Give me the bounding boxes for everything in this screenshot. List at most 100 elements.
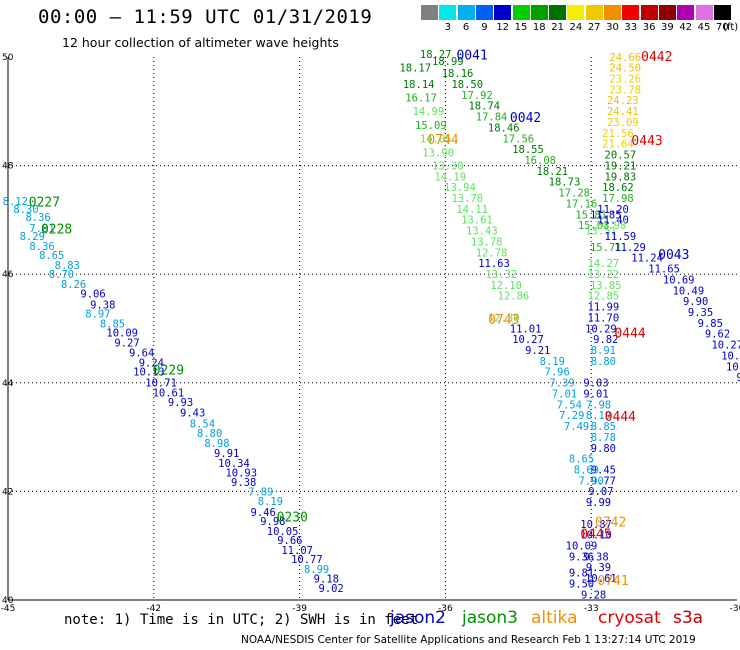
wave-height-value: 19.83 bbox=[605, 171, 637, 183]
page-subtitle: 12 hour collection of altimeter wave hei… bbox=[62, 35, 339, 50]
wave-height-value: 7.54 bbox=[557, 399, 582, 411]
track-time-label: 0043 bbox=[658, 248, 689, 263]
wave-height-value: 9.50 bbox=[569, 579, 594, 591]
wave-height-value: 7.81 bbox=[29, 223, 54, 235]
wave-height-value: 14.27 bbox=[588, 258, 620, 270]
wave-height-value: 13.43 bbox=[466, 226, 498, 238]
x-tick-label: -45 bbox=[1, 604, 16, 614]
wave-height-value: 11.65 bbox=[648, 264, 680, 276]
legend-swatch bbox=[695, 5, 713, 20]
wave-height-value: 23.78 bbox=[609, 84, 641, 96]
wave-height-value: 9.38 bbox=[90, 299, 115, 311]
track-time-label: 0445 bbox=[580, 528, 611, 543]
wave-height-value: 9.80 bbox=[591, 443, 616, 455]
wave-height-value: 15.09 bbox=[415, 120, 447, 132]
wave-height-value: 14.11 bbox=[456, 204, 488, 216]
wave-height-value: 9.66 bbox=[277, 535, 302, 547]
wave-height-value: 9.81 bbox=[569, 568, 594, 580]
wave-height-value: 9.46 bbox=[251, 507, 276, 519]
wave-height-value: 11.85 bbox=[590, 209, 622, 221]
wave-height-value: 10.10 bbox=[580, 530, 612, 542]
wave-height-value: 9.98 bbox=[260, 516, 285, 528]
wave-height-value: 23.09 bbox=[607, 117, 639, 129]
wave-height-value: 7.90 bbox=[579, 475, 604, 487]
wave-height-value: 8.91 bbox=[591, 345, 616, 357]
wave-height-value: 18.73 bbox=[549, 177, 581, 189]
wave-height-value: 11.70 bbox=[588, 312, 620, 324]
footer-note: note: 1) Time is in UTC; 2) SWH is in fe… bbox=[64, 612, 419, 628]
legend-tick-label: 42 bbox=[679, 22, 693, 33]
legend-tick-label: 24 bbox=[569, 22, 583, 33]
wave-height-value: 10.93 bbox=[225, 468, 257, 480]
wave-height-value: 9.62 bbox=[705, 329, 730, 341]
wave-height-value: 13.78 bbox=[471, 236, 503, 248]
wave-height-value: 11.29 bbox=[614, 242, 646, 254]
wave-height-value: 8.70 bbox=[49, 269, 74, 281]
legend-altika: altika bbox=[531, 608, 578, 628]
wave-height-value: 14.99 bbox=[413, 106, 445, 118]
legend-jason2: jason2 bbox=[390, 608, 446, 628]
wave-height-value: 8.99 bbox=[304, 564, 329, 576]
wave-height-value: 10.29 bbox=[585, 323, 617, 335]
wave-height-value: 10.05 bbox=[267, 526, 299, 538]
wave-height-value: 9.36 bbox=[569, 551, 594, 563]
x-tick-label: -42 bbox=[146, 604, 161, 614]
wave-height-value: 18.27 bbox=[420, 49, 452, 61]
track-time-label: 0443 bbox=[631, 134, 662, 149]
wave-height-value: 24.41 bbox=[607, 106, 639, 118]
wave-height-value: 18.17 bbox=[399, 63, 431, 75]
wave-height-value: 9.02 bbox=[319, 583, 344, 595]
wave-height-value: 7.29 bbox=[559, 410, 584, 422]
wave-height-value: 10.69 bbox=[663, 274, 695, 286]
wave-height-value: 11.99 bbox=[588, 302, 620, 314]
wave-height-value: 8.85 bbox=[591, 421, 616, 433]
legend-swatch bbox=[494, 5, 512, 20]
legend-jason3: jason3 bbox=[462, 608, 518, 628]
track-time-label: 0229 bbox=[153, 364, 184, 379]
wave-height-value: 12.86 bbox=[498, 291, 530, 303]
wave-height-value: 8.98 bbox=[204, 438, 229, 450]
legend-swatch bbox=[713, 5, 731, 20]
wave-height-value: 18.99 bbox=[432, 56, 464, 68]
track-time-label: 0744 bbox=[427, 133, 458, 148]
track-time-label: 0230 bbox=[277, 510, 308, 525]
wave-height-value: 24.50 bbox=[609, 63, 641, 75]
wave-height-value: 10.34 bbox=[218, 458, 250, 470]
wave-height-value: 10.87 bbox=[580, 519, 612, 531]
track-time-label: 0742 bbox=[595, 516, 626, 531]
wave-height-value: 17.92 bbox=[461, 90, 493, 102]
wave-height-value: 15.81 bbox=[575, 209, 607, 221]
wave-height-value: 9.35 bbox=[688, 307, 713, 319]
wave-height-value: 9.91 bbox=[214, 448, 239, 460]
wave-height-value: 18.14 bbox=[403, 79, 435, 91]
wave-height-value: 11.01 bbox=[510, 323, 542, 335]
legend-tick-label: 9 bbox=[481, 22, 488, 33]
wave-height-value: 13.51 bbox=[585, 226, 617, 238]
wave-height-value: 8.97 bbox=[85, 309, 110, 321]
wave-height-value: 19.21 bbox=[605, 160, 637, 172]
wave-height-value: 9.56 bbox=[737, 372, 740, 384]
wave-height-value: 17.98 bbox=[602, 193, 634, 205]
wave-height-value: 12.85 bbox=[588, 291, 620, 303]
wave-height-value: 9.77 bbox=[591, 475, 616, 487]
wave-height-value: 9.82 bbox=[593, 334, 618, 346]
wave-height-value: 24.23 bbox=[607, 95, 639, 107]
wave-height-value: 11.24 bbox=[631, 253, 663, 265]
wave-height-value: 9.28 bbox=[581, 589, 606, 601]
wave-height-value: 17.56 bbox=[502, 133, 534, 145]
track-time-label: 0041 bbox=[456, 49, 487, 64]
legend-swatch bbox=[658, 5, 676, 20]
wave-height-value: 10.65 bbox=[726, 361, 740, 373]
wave-height-value: 8.19 bbox=[258, 496, 283, 508]
wave-height-value: 7.98 bbox=[586, 399, 611, 411]
wave-height-value: 9.24 bbox=[139, 358, 164, 370]
wave-height-value: 8.83 bbox=[55, 260, 80, 272]
wave-height-value: 18.62 bbox=[602, 182, 634, 194]
wave-height-value: 8.80 bbox=[591, 356, 616, 368]
wave-height-value: 13.78 bbox=[451, 193, 483, 205]
wave-height-value: 9.45 bbox=[591, 464, 616, 476]
wave-height-value: 9.85 bbox=[698, 318, 723, 330]
legend-swatch bbox=[549, 5, 567, 20]
wave-height-value: 9.06 bbox=[80, 289, 105, 301]
wave-height-value: 14.98 bbox=[595, 220, 627, 232]
